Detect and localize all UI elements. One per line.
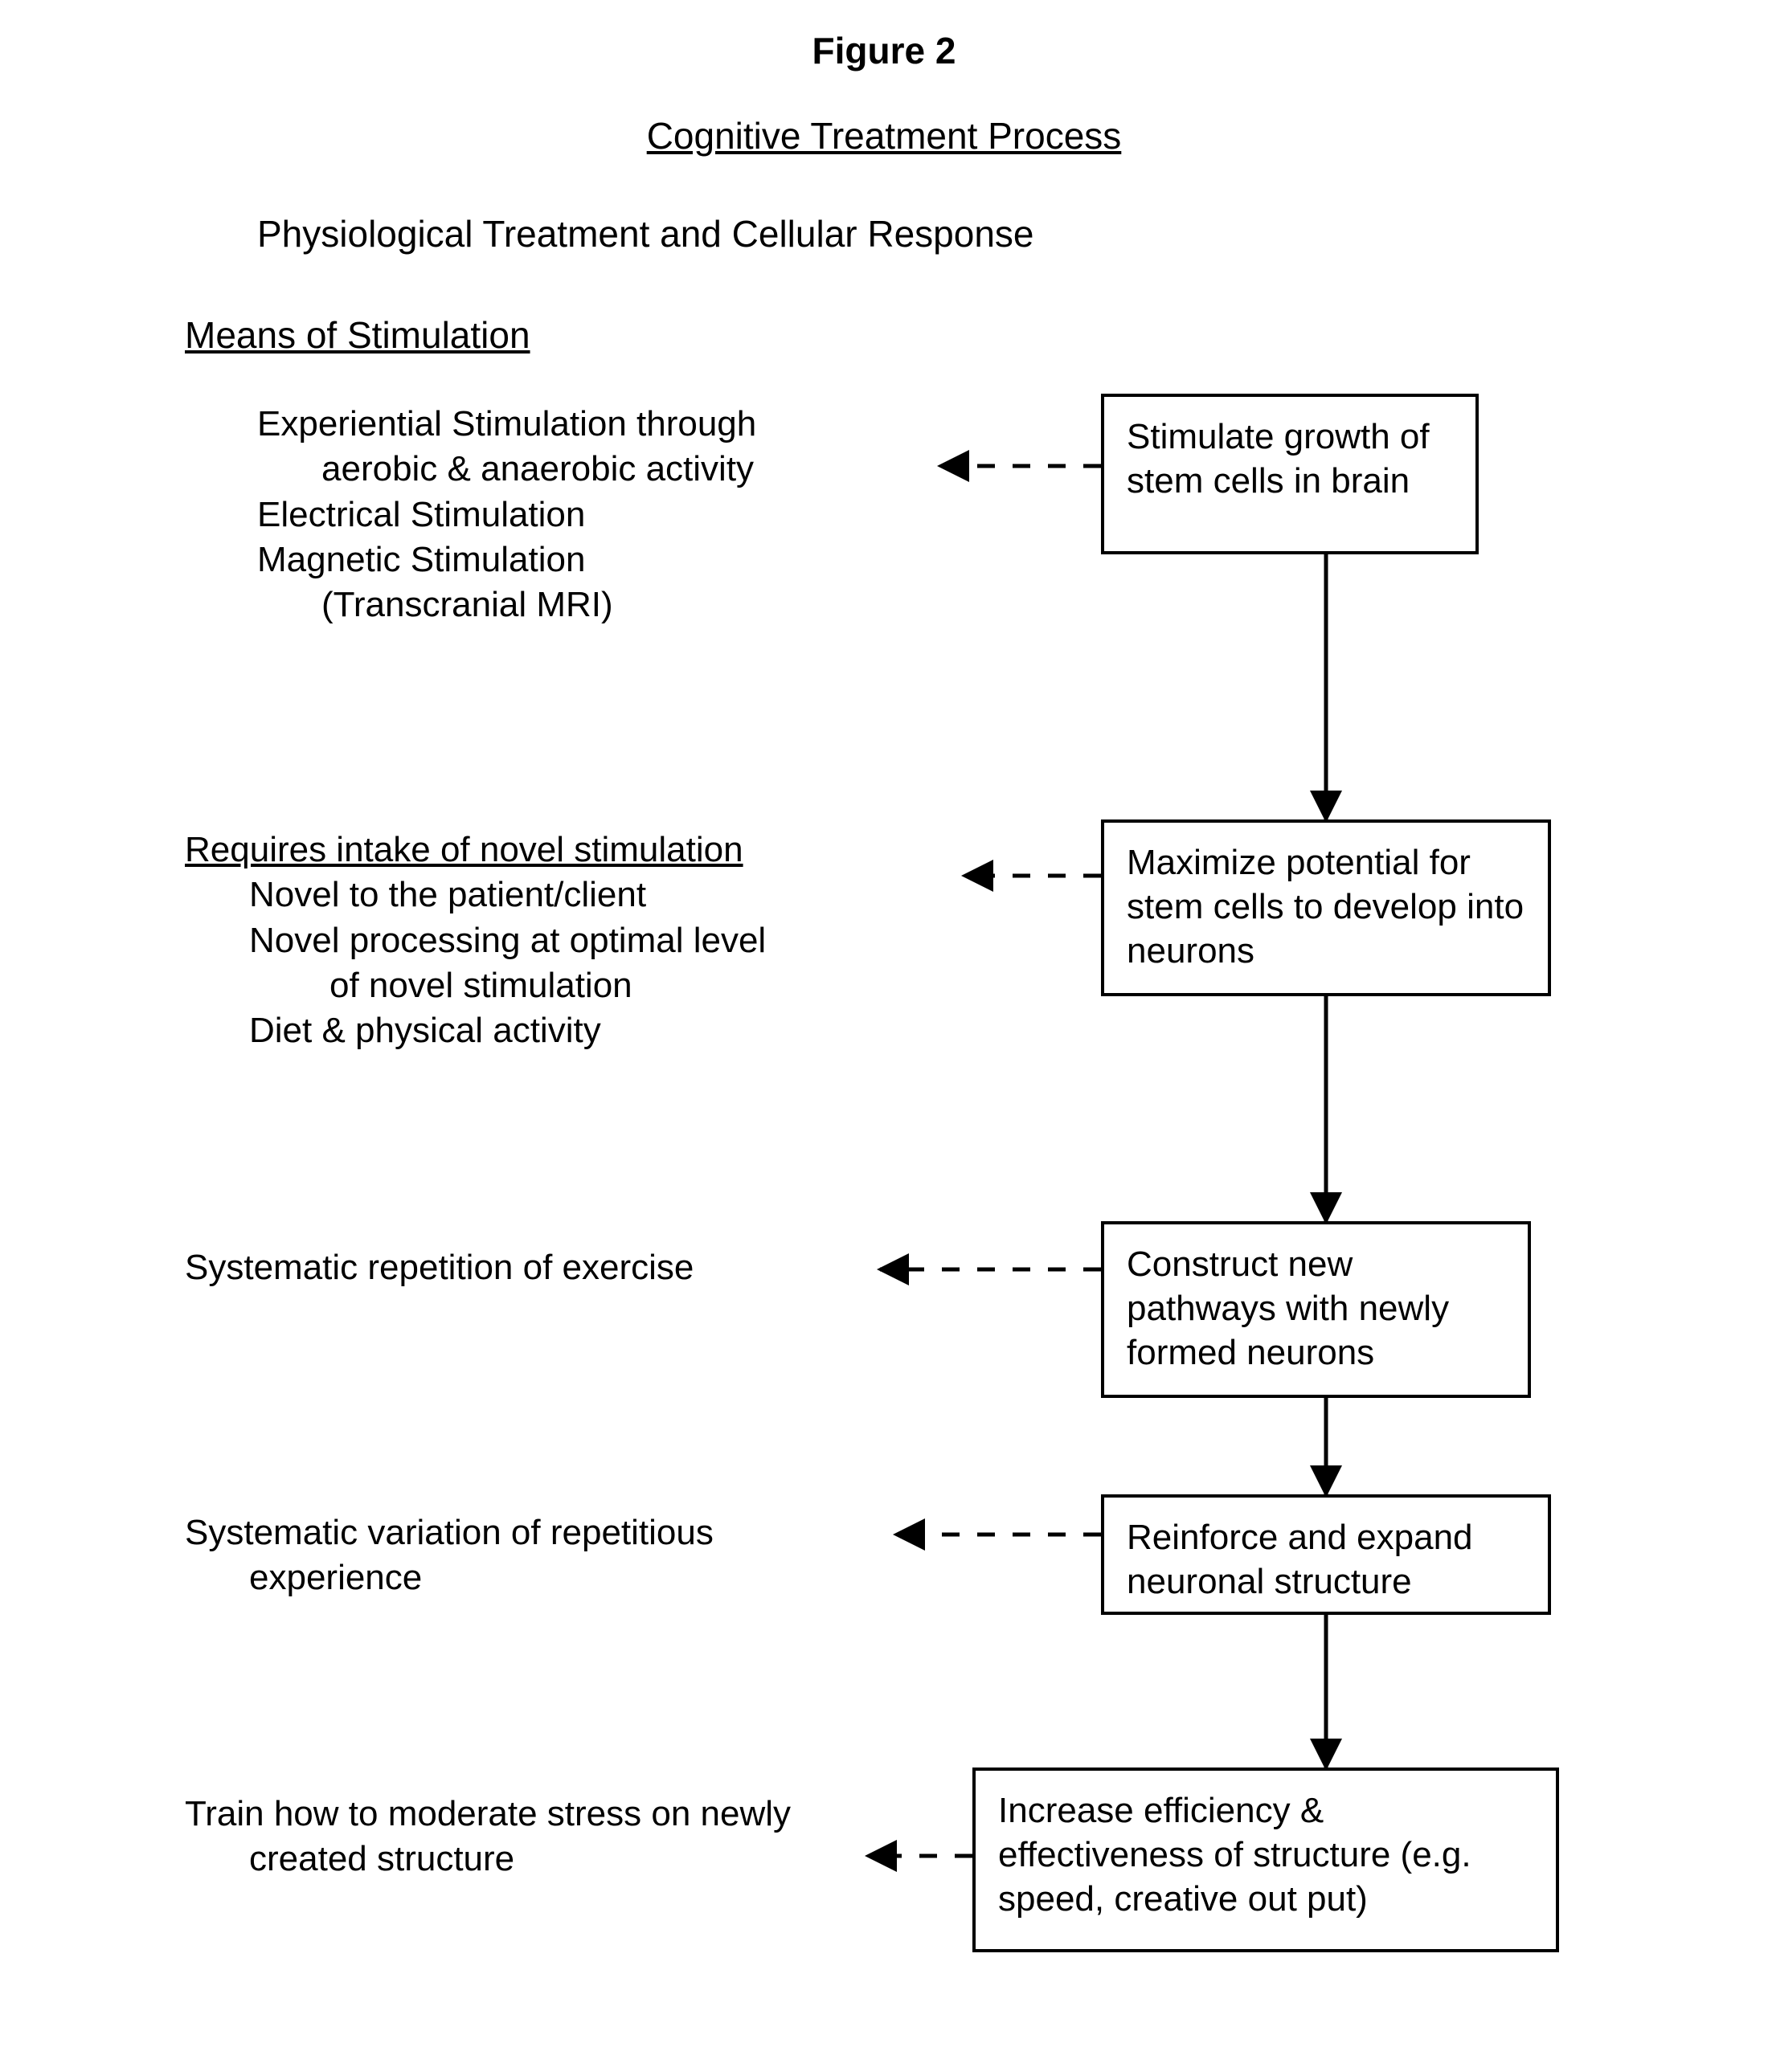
annotation-line: Systematic variation of repetitious [185, 1510, 908, 1555]
diagram-subtitle: Cognitive Treatment Process [0, 114, 1768, 157]
section-heading-2: Means of Stimulation [185, 313, 530, 357]
annotation-block: Systematic repetition of exercise [185, 1245, 908, 1290]
annotation-line: Systematic repetition of exercise [185, 1245, 908, 1290]
annotation-line: (Transcranial MRI) [257, 582, 924, 627]
annotation-line: Diet & physical activity [185, 1008, 956, 1053]
figure-label: Figure 2 [0, 29, 1768, 72]
flow-box: Reinforce and expand neuronal structure [1101, 1494, 1551, 1615]
flow-box: Stimulate growth of stem cells in brain [1101, 394, 1479, 554]
annotation-line: Novel to the patient/client [185, 873, 956, 917]
annotation-line: Requires intake of novel stimulation [185, 828, 956, 873]
annotation-line: Train how to moderate stress on newly [185, 1792, 932, 1837]
annotation-line: Magnetic Stimulation [257, 537, 924, 582]
flow-box: Maximize potential for stem cells to dev… [1101, 819, 1551, 996]
flow-box: Construct new pathways with newly formed… [1101, 1221, 1531, 1398]
annotation-line: created structure [185, 1837, 932, 1882]
annotation-line: of novel stimulation [185, 963, 956, 1008]
section-heading-1: Physiological Treatment and Cellular Res… [257, 212, 1034, 255]
flow-box: Increase efficiency & effectiveness of s… [972, 1768, 1559, 1952]
annotation-line: Novel processing at optimal level [185, 918, 956, 963]
annotation-line: Electrical Stimulation [257, 492, 924, 537]
annotation-line: experience [185, 1555, 908, 1600]
annotation-line: Experiential Stimulation through [257, 402, 924, 447]
annotation-block: Requires intake of novel stimulationNove… [185, 828, 956, 1054]
annotation-line: aerobic & anaerobic activity [257, 447, 924, 492]
annotation-block: Systematic variation of repetitiousexper… [185, 1510, 908, 1601]
annotation-block: Train how to moderate stress on newlycre… [185, 1792, 932, 1882]
annotation-block: Experiential Stimulation throughaerobic … [257, 402, 924, 628]
